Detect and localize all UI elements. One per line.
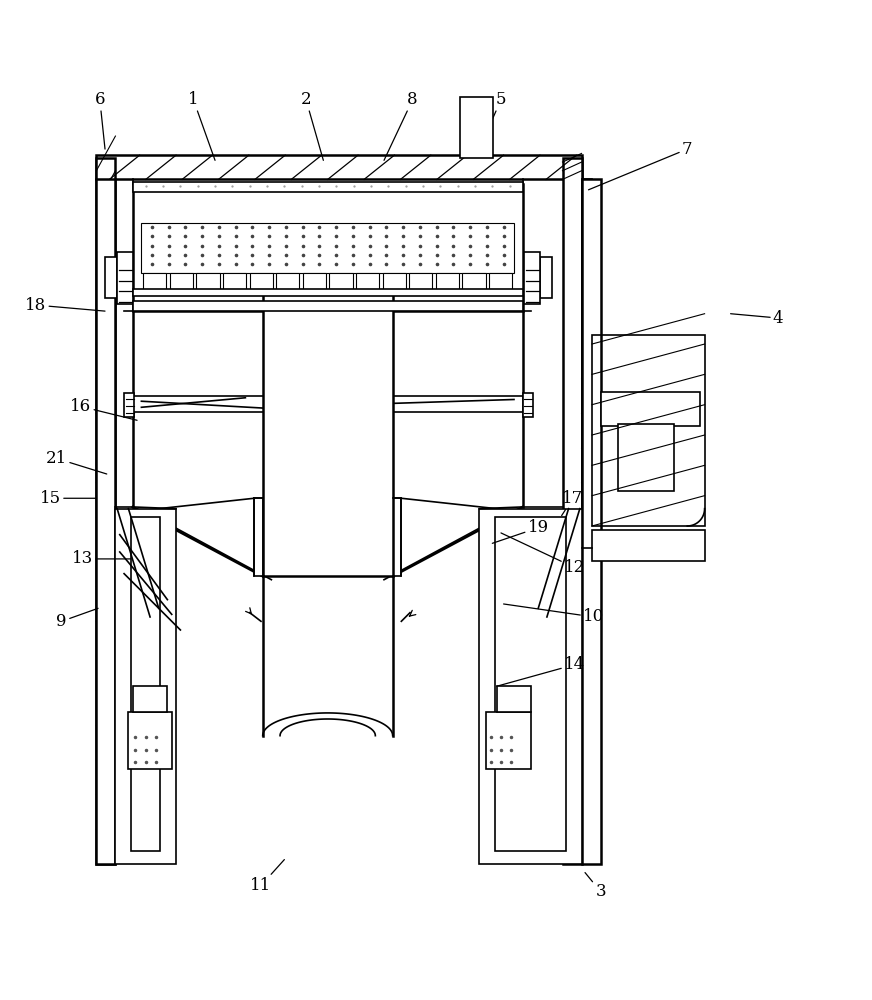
Text: 17: 17	[562, 490, 583, 516]
Bar	[133, 289, 522, 296]
Bar	[141, 223, 514, 273]
Bar	[276, 273, 299, 292]
Bar	[196, 273, 220, 292]
Text: 19: 19	[493, 519, 548, 543]
Bar	[330, 273, 352, 292]
Text: 10: 10	[504, 604, 604, 625]
Bar	[383, 273, 405, 292]
Bar	[133, 301, 522, 311]
Text: 12: 12	[501, 533, 585, 576]
Bar	[489, 273, 512, 292]
Bar	[133, 396, 522, 412]
Bar	[133, 182, 522, 192]
Bar	[497, 686, 531, 712]
Bar	[392, 498, 401, 576]
Text: 16: 16	[70, 398, 137, 420]
Bar	[356, 273, 379, 292]
Text: 5: 5	[482, 91, 507, 143]
Bar	[249, 273, 273, 292]
Bar	[117, 252, 133, 304]
Bar	[96, 155, 582, 179]
Bar	[582, 179, 592, 864]
Bar	[133, 686, 167, 712]
Text: 11: 11	[250, 860, 284, 894]
Bar	[131, 517, 160, 851]
Bar	[254, 498, 262, 576]
Text: 9: 9	[57, 608, 98, 630]
Bar	[128, 712, 172, 769]
Bar	[480, 509, 582, 864]
Bar	[582, 179, 601, 864]
Text: 3: 3	[585, 873, 606, 900]
Bar	[592, 335, 705, 526]
Text: 18: 18	[25, 297, 105, 314]
Text: 2: 2	[301, 91, 324, 160]
Text: 14: 14	[497, 656, 585, 686]
Bar	[592, 530, 705, 561]
Bar	[462, 273, 486, 292]
Bar	[105, 257, 117, 298]
Text: 8: 8	[384, 91, 418, 160]
Text: 21: 21	[46, 450, 106, 474]
Text: 6: 6	[94, 91, 105, 149]
Text: 15: 15	[40, 490, 96, 507]
Bar	[409, 273, 433, 292]
Bar	[96, 179, 115, 864]
Bar	[143, 273, 167, 292]
Bar	[170, 273, 193, 292]
Bar	[96, 158, 115, 864]
Bar	[124, 393, 134, 417]
Bar	[495, 517, 566, 851]
Bar	[601, 392, 700, 426]
Text: 1: 1	[188, 91, 215, 160]
Text: 7: 7	[589, 141, 692, 190]
Bar	[522, 393, 533, 417]
Bar	[562, 158, 582, 864]
Text: 13: 13	[72, 550, 131, 567]
Bar	[524, 252, 540, 304]
Bar	[133, 184, 522, 311]
Bar	[540, 257, 552, 298]
Bar	[262, 261, 392, 576]
Bar	[115, 509, 176, 864]
Bar	[303, 273, 326, 292]
Bar	[487, 712, 531, 769]
Bar	[436, 273, 459, 292]
Text: 4: 4	[731, 310, 784, 327]
Bar	[460, 97, 494, 158]
Bar	[618, 424, 674, 491]
Bar	[223, 273, 246, 292]
